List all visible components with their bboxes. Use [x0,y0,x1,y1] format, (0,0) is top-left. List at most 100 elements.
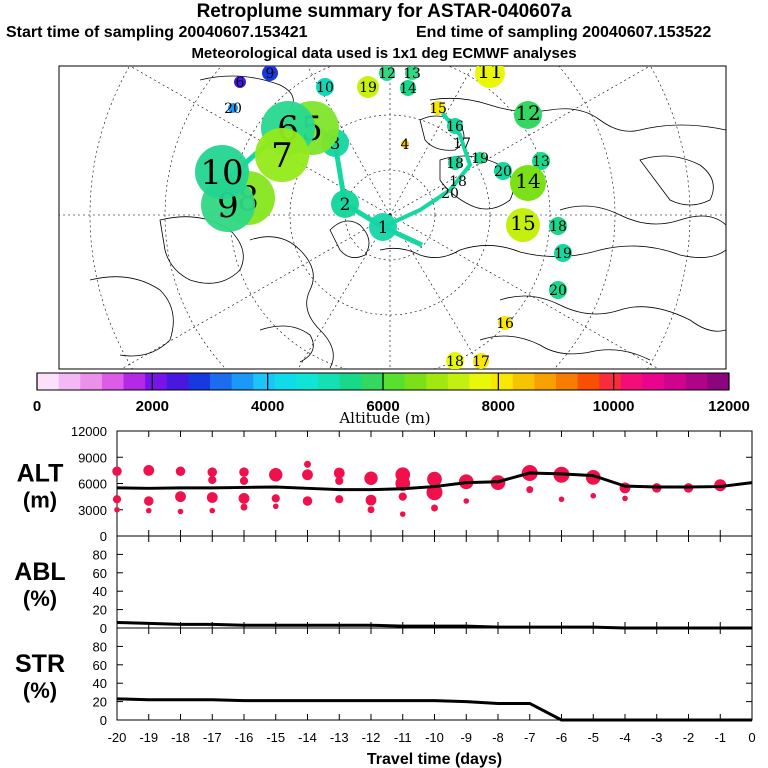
series-line [116,697,752,722]
trajectory-node [195,145,249,199]
cluster-label: 18 [446,156,464,172]
cluster-marker [474,152,486,164]
x-tick-label: -8 [492,730,504,745]
cluster-label: 18 [549,219,567,235]
altitude-bubble [143,464,155,476]
series-line [116,471,753,492]
y-tick-label: 20 [93,603,107,618]
colorbar-swatch [231,373,254,390]
colorbar-tick-label: 4000 [251,398,284,415]
cluster-marker [262,66,278,81]
trajectory-node-label: 2 [340,195,351,215]
altitude-bubble [240,503,248,511]
colorbar-tick-label: 8000 [482,398,515,415]
altitude-bubble [365,494,377,506]
panel-frame [116,535,753,629]
cluster-marker [514,101,542,129]
colorbar-swatch [80,373,103,390]
x-tick-label: -11 [394,730,412,745]
colorbar-swatch [101,373,124,390]
x-tick-label: -18 [171,730,190,745]
altitude-bubble [398,492,407,501]
cluster-label: 17 [472,354,490,370]
y-tick-label: 20 [93,695,107,710]
colorbar-swatch [188,373,211,390]
x-tick-label: -10 [425,730,444,745]
met-data-note: Meteorological data used is 1x1 deg ECMW… [191,45,577,62]
cluster-label: 20 [441,186,459,202]
cluster-marker [405,66,419,80]
colorbar-tick-label: 2000 [136,398,169,415]
cluster-label: 18 [449,174,467,190]
panel-ylabel: ALT [17,460,64,488]
y-tick-label: 3000 [78,503,107,518]
x-tick-label: -9 [460,730,472,745]
altitude-bubble [145,507,152,514]
y-tick-label: 12000 [71,424,107,439]
cluster-label: 13 [532,154,550,170]
cluster-label: 20 [549,283,567,299]
altitude-bubble [112,495,122,504]
x-tick-label: -3 [651,730,663,745]
colorbar-swatch [58,373,81,390]
altitude-bubble [269,468,283,482]
cluster-label: 9 [266,66,275,82]
x-tick-label: -2 [683,730,695,745]
y-tick-label: 80 [93,547,107,562]
colorbar-swatch [534,373,557,390]
cluster-marker [532,152,550,170]
colorbar-swatch [253,373,276,390]
altitude-bubble [239,476,249,485]
altitude-bubble [364,471,378,485]
y-tick-label: 80 [93,639,107,654]
colorbar-swatch [339,373,362,390]
colorbar-swatch [620,373,643,390]
colorbar-swatch [556,373,579,390]
cluster-label: 19 [359,80,377,96]
x-tick-label: -17 [203,730,222,745]
colorbar-swatch [318,373,341,390]
colorbar-swatch [383,373,406,390]
altitude-bubble [209,507,216,514]
panel-frame [116,627,753,721]
cluster-marker [431,101,445,115]
cluster-marker [379,66,395,81]
altitude-bubble [175,491,186,503]
colorbar-swatch [37,373,60,390]
cluster-label: 17 [453,136,471,152]
altitude-bubble [558,496,565,503]
altitude-bubble [431,504,438,512]
altitude-bubble [335,476,344,485]
x-tick-label: 0 [748,730,755,745]
x-axis-title: Travel time (days) [367,751,502,768]
altitude-bubble [526,486,534,494]
altitude-bubble [590,492,597,499]
x-tick-label: -19 [139,730,158,745]
altitude-bubble [238,492,250,504]
cluster-marker [554,244,572,262]
altitude-bubble [112,466,122,476]
cluster-label: 13 [403,66,421,82]
colorbar-swatch [426,373,449,390]
cluster-label: 15 [510,211,535,235]
colorbar-swatch [664,373,687,390]
cluster-label: 20 [494,164,512,180]
altitude-bubble [208,475,217,485]
cluster-label: 19 [471,151,489,167]
colorbar-swatch [447,373,470,390]
trajectory-node-label: 10 [200,153,243,193]
panel-alt: 12000 9000 6000 3000 0 ALT(m) [17,424,753,544]
colorbar-swatch [577,373,600,390]
x-tick-label: -5 [587,730,599,745]
x-tick-label: -12 [362,730,381,745]
panel-ylabel-unit: (m) [23,488,57,513]
y-tick-label: 6000 [78,477,107,492]
panel-ylabel-unit: (%) [23,586,57,611]
altitude-bubble [271,494,280,503]
altitude-bubble [206,492,218,503]
x-tick-label: -4 [619,730,631,745]
